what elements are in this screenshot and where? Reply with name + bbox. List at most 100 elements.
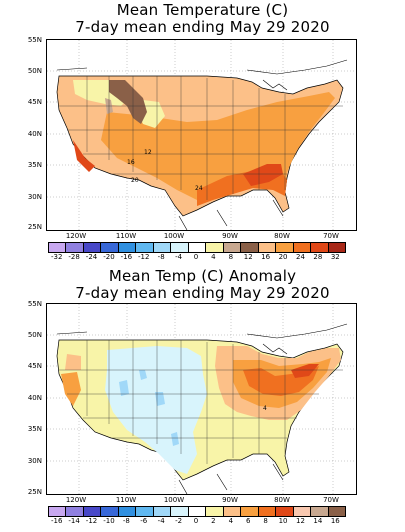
bottom-colorbar-swatch bbox=[136, 507, 154, 516]
bottom-colorbar bbox=[48, 506, 346, 517]
top-colorbar-tick-label: 12 bbox=[243, 253, 253, 261]
bottom-colorbar-tick-label: -14 bbox=[68, 517, 80, 525]
bottom-lat-label: 25N bbox=[27, 488, 42, 496]
top-contour-label: 12 bbox=[144, 149, 152, 156]
top-colorbar-swatch bbox=[171, 243, 189, 252]
top-map-graphic: 12 16 20 24 bbox=[47, 40, 356, 230]
top-colorbar-swatch bbox=[328, 243, 345, 252]
bottom-colorbar-swatch bbox=[258, 507, 277, 516]
top-colorbar-swatch bbox=[66, 243, 84, 252]
bottom-colorbar-swatch bbox=[206, 507, 224, 516]
top-title-line2: 7-day mean ending May 29 2020 bbox=[75, 18, 330, 36]
top-colorbar-tick-label: 0 bbox=[193, 253, 199, 261]
top-colorbar-tick-label: 8 bbox=[228, 253, 234, 261]
bottom-lat-label: 30N bbox=[27, 457, 42, 465]
top-lat-label: 45N bbox=[27, 98, 42, 106]
bottom-colorbar-tick-label: 14 bbox=[313, 517, 323, 525]
top-colorbar-swatch bbox=[49, 243, 67, 252]
top-colorbar-swatch bbox=[223, 243, 242, 252]
bottom-lon-label: 100W bbox=[163, 496, 185, 504]
bottom-colorbar-tick-label: -16 bbox=[50, 517, 63, 525]
top-colorbar-tick-label: -12 bbox=[138, 253, 150, 261]
top-lat-label: 55N bbox=[27, 36, 42, 44]
top-colorbar-swatch bbox=[311, 243, 329, 252]
top-colorbar-swatch bbox=[153, 243, 172, 252]
top-colorbar-tick-label: -16 bbox=[120, 253, 133, 261]
top-colorbar-tick-label: -4 bbox=[175, 253, 183, 261]
bottom-colorbar-tick-label: -8 bbox=[122, 517, 130, 525]
top-lat-label: 40N bbox=[27, 130, 42, 138]
bottom-lat-label: 45N bbox=[27, 362, 42, 370]
top-colorbar-swatch bbox=[136, 243, 154, 252]
top-colorbar-swatch bbox=[101, 243, 119, 252]
bottom-lon-label: 90W bbox=[222, 496, 238, 504]
bottom-map-graphic: 4 bbox=[47, 304, 356, 494]
bottom-colorbar-tick-label: 2 bbox=[211, 517, 216, 525]
bottom-title-line2: 7-day mean ending May 29 2020 bbox=[75, 284, 330, 302]
top-lat-label: 35N bbox=[27, 161, 42, 169]
bottom-colorbar-swatch bbox=[49, 507, 67, 516]
bottom-colorbar-swatch bbox=[101, 507, 119, 516]
bottom-colorbar-tick-label: -2 bbox=[175, 517, 183, 525]
top-lat-label: 25N bbox=[27, 223, 42, 231]
top-contour-label: 20 bbox=[131, 177, 139, 184]
bottom-colorbar-tick-label: 12 bbox=[296, 517, 305, 525]
bottom-colorbar-tick-label: -10 bbox=[103, 517, 115, 525]
top-colorbar-tick-label: -32 bbox=[50, 253, 63, 261]
top-colorbar-tick-label: -24 bbox=[85, 253, 98, 261]
top-colorbar-tick-label: 4 bbox=[211, 253, 216, 261]
bottom-colorbar-swatch bbox=[293, 507, 312, 516]
bottom-colorbar-swatch bbox=[276, 507, 294, 516]
bottom-colorbar-swatch bbox=[241, 507, 259, 516]
bottom-title-line1: Mean Temp (C) Anomaly bbox=[108, 267, 297, 285]
top-colorbar-swatch bbox=[276, 243, 294, 252]
bottom-colorbar-tick-label: -12 bbox=[85, 517, 98, 525]
bottom-colorbar-tick-label: 10 bbox=[278, 517, 288, 525]
top-colorbar-tick-label: 32 bbox=[330, 253, 340, 261]
bottom-colorbar-tick-label: 4 bbox=[228, 517, 234, 525]
bottom-lon-label: 80W bbox=[274, 496, 290, 504]
mean-temperature-panel: Mean Temperature (C) 7-day mean ending M… bbox=[0, 0, 405, 262]
top-contour-label: 16 bbox=[127, 159, 135, 166]
bottom-colorbar-swatch bbox=[171, 507, 189, 516]
top-colorbar-swatch bbox=[206, 243, 224, 252]
top-colorbar-tick-label: -8 bbox=[157, 253, 165, 261]
top-contour-label: 24 bbox=[195, 185, 203, 192]
bottom-lat-label: 35N bbox=[27, 425, 42, 433]
bottom-lon-label: 110W bbox=[115, 496, 137, 504]
top-lon-label: 120W bbox=[65, 232, 87, 240]
bottom-colorbar-tick-label: 0 bbox=[193, 517, 199, 525]
bottom-lat-label: 55N bbox=[27, 300, 42, 308]
top-lon-label: 80W bbox=[274, 232, 290, 240]
bottom-lat-label: 40N bbox=[27, 394, 42, 402]
top-lat-label: 50N bbox=[27, 67, 42, 75]
top-colorbar-swatch bbox=[83, 243, 102, 252]
bottom-lon-label: 120W bbox=[65, 496, 87, 504]
top-colorbar-swatch bbox=[258, 243, 277, 252]
bottom-colorbar-tick-label: 16 bbox=[330, 517, 340, 525]
top-colorbar-tick-label: 24 bbox=[296, 253, 305, 261]
bottom-colorbar-swatch bbox=[328, 507, 345, 516]
temperature-anomaly-panel: Mean Temp (C) Anomaly 7-day mean ending … bbox=[0, 266, 405, 532]
top-temperature-map: 12 16 20 24 bbox=[46, 39, 357, 231]
bottom-lon-label: 70W bbox=[323, 496, 339, 504]
top-lon-label: 100W bbox=[163, 232, 185, 240]
bottom-contour-label: 4 bbox=[263, 405, 267, 412]
top-colorbar-swatch bbox=[241, 243, 259, 252]
top-colorbar-tick-label: 16 bbox=[261, 253, 271, 261]
top-colorbar-tick-label: 20 bbox=[278, 253, 288, 261]
top-colorbar-swatch bbox=[188, 243, 207, 252]
top-lat-label: 30N bbox=[27, 193, 42, 201]
top-lon-label: 110W bbox=[115, 232, 137, 240]
top-colorbar-tick-label: 28 bbox=[313, 253, 323, 261]
bottom-colorbar-tick-label: -4 bbox=[157, 517, 165, 525]
bottom-anomaly-map: 4 bbox=[46, 303, 357, 495]
top-title-line1: Mean Temperature (C) bbox=[116, 1, 289, 19]
top-colorbar-tick-label: -20 bbox=[103, 253, 115, 261]
bottom-colorbar-swatch bbox=[83, 507, 102, 516]
bottom-colorbar-swatch bbox=[223, 507, 242, 516]
bottom-colorbar-swatch bbox=[311, 507, 329, 516]
bottom-lat-label: 50N bbox=[27, 331, 42, 339]
top-colorbar bbox=[48, 242, 346, 253]
bottom-colorbar-tick-label: -6 bbox=[140, 517, 148, 525]
